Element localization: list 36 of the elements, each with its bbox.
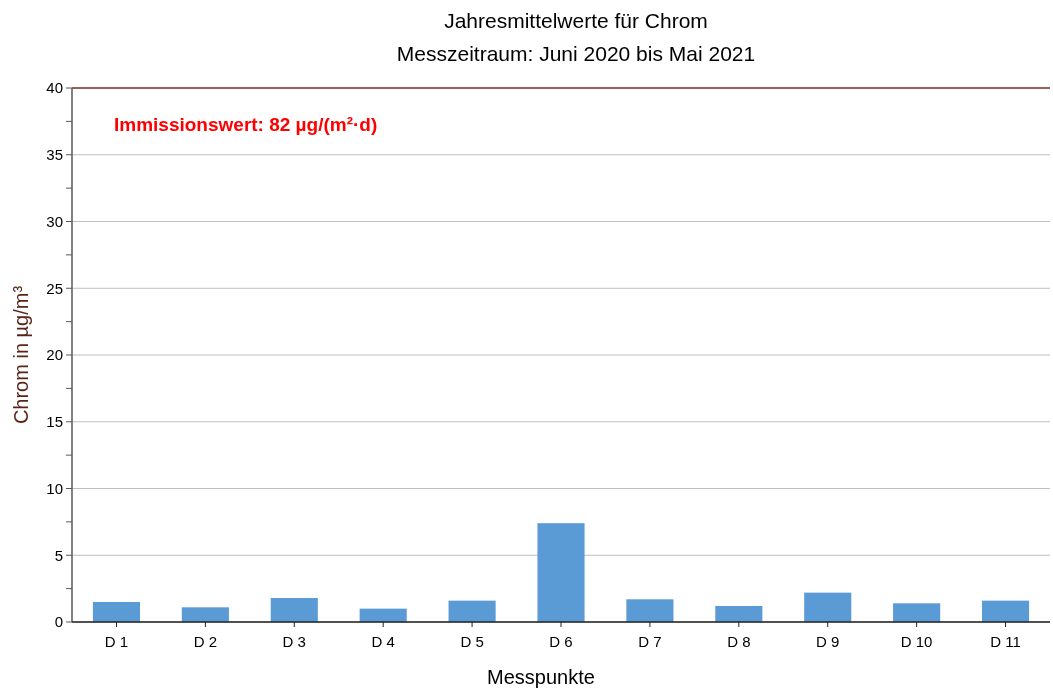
x-tick-label: D 7 (638, 633, 662, 650)
x-tick-label: D 3 (282, 633, 306, 650)
y-tick-label: 30 (46, 212, 63, 230)
x-tick-label: D 8 (727, 633, 751, 650)
y-tick-label: 0 (54, 613, 63, 631)
x-tick-label: D 10 (900, 633, 933, 650)
bar (448, 600, 496, 622)
bar (804, 592, 852, 622)
y-tick-label: 20 (46, 346, 63, 364)
y-tick-label: 10 (46, 479, 63, 497)
x-tick-label: D 9 (816, 633, 840, 650)
y-axis-title: Chrom in µg/m³ (10, 285, 32, 425)
bar (626, 599, 674, 622)
x-tick-label: D 6 (549, 633, 573, 650)
bar (715, 605, 763, 622)
x-tick-label: D 1 (104, 633, 129, 650)
chart-title: Jahresmittelwerte für Chrom (444, 9, 708, 32)
x-axis-title: Messpunkte (487, 666, 595, 688)
x-tick-label: D 5 (460, 633, 484, 650)
bar (359, 608, 407, 622)
bar (181, 607, 229, 622)
y-tick-label: 40 (46, 79, 63, 97)
x-tick-label: D 11 (990, 633, 1021, 650)
chart-subtitle: Messzeitraum: Juni 2020 bis Mai 2021 (396, 42, 756, 65)
y-tick-label: 25 (46, 279, 63, 297)
y-tick-label: 5 (54, 546, 63, 564)
bar (981, 600, 1030, 622)
bar (270, 597, 318, 622)
x-tick-label: D 2 (193, 633, 218, 650)
y-tick-label: 35 (46, 146, 63, 163)
bar (92, 601, 141, 622)
bar (537, 523, 585, 622)
bar (893, 603, 941, 622)
y-tick-label: 15 (46, 413, 63, 430)
x-tick-label: D 4 (371, 633, 395, 650)
annotation: Immissionswert: 82 µg/(m²·d) (114, 114, 378, 135)
